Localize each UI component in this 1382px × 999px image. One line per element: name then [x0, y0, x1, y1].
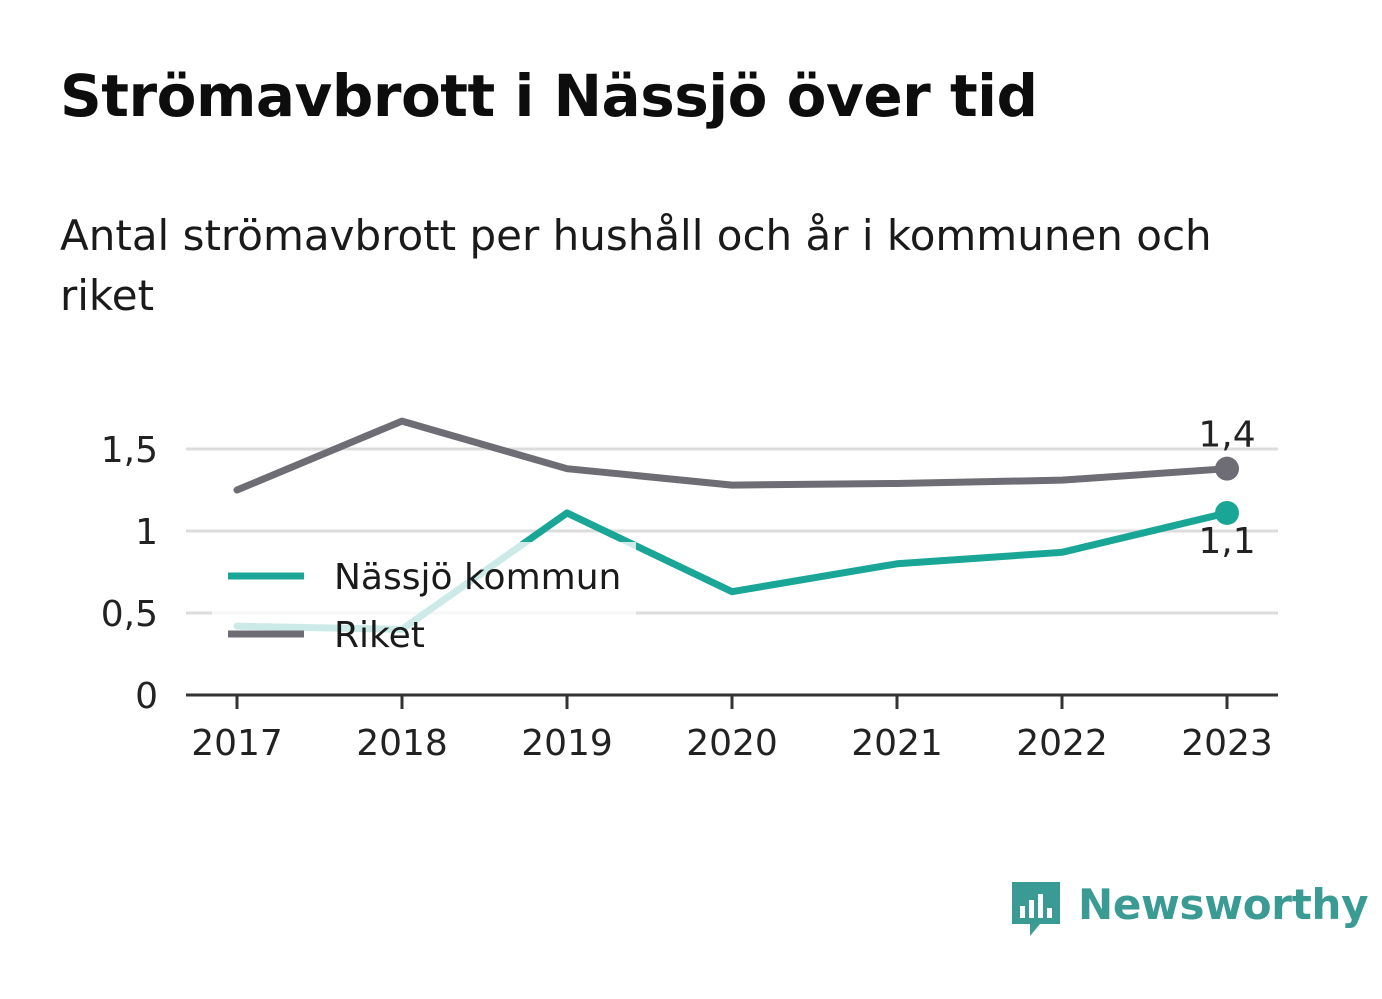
- brand-name: Newsworthy: [1078, 880, 1369, 929]
- y-tick-label: 0,5: [101, 594, 158, 635]
- end-value-label: 1,1: [1198, 521, 1255, 562]
- end-value-label: 1,4: [1198, 415, 1255, 456]
- x-tick-label: 2022: [1016, 723, 1108, 764]
- legend-label: Riket: [334, 615, 425, 656]
- x-tick-label: 2019: [521, 723, 613, 764]
- series-end-point-1: [1215, 456, 1239, 481]
- chart-subtitle: Antal strömavbrott per hushåll och år i …: [60, 211, 1212, 320]
- legend-label: Nässjö kommun: [334, 557, 621, 598]
- x-tick-label: 2018: [356, 723, 448, 764]
- series-end-point-0: [1215, 500, 1239, 525]
- y-tick-label: 1,5: [101, 430, 158, 471]
- y-tick-labels: 0 0,5 1 1,5: [101, 430, 158, 717]
- x-tick-label: 2021: [851, 723, 943, 764]
- x-tick-label: 2017: [191, 723, 283, 764]
- legend: Nässjö kommun Riket: [212, 542, 636, 662]
- end-labels: 1,1 1,4: [1198, 415, 1255, 562]
- x-tick-label: 2023: [1181, 723, 1273, 764]
- y-tick-label: 0: [135, 676, 158, 717]
- series-line-1: [233, 417, 1231, 494]
- x-tick-label: 2020: [686, 723, 778, 764]
- legend-box: [212, 542, 636, 662]
- chart-title: Strömavbrott i Nässjö över tid: [60, 62, 1038, 130]
- y-tick-label: 1: [135, 512, 158, 553]
- newsworthy-icon: [1012, 882, 1060, 936]
- x-axis: 2017 2018 2019 2020 2021 2022 2023: [186, 693, 1278, 764]
